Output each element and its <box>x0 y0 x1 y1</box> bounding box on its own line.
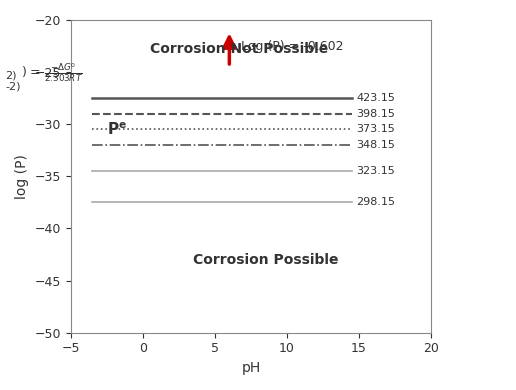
Text: 2)
-2): 2) -2) <box>5 70 21 92</box>
X-axis label: pH: pH <box>241 361 261 375</box>
Text: 348.15: 348.15 <box>356 140 395 150</box>
Text: 423.15: 423.15 <box>356 93 395 103</box>
Text: $\mathbf{P^e}$: $\mathbf{P^e}$ <box>107 121 127 138</box>
Text: 298.15: 298.15 <box>356 197 395 207</box>
Text: Corrosion Possible: Corrosion Possible <box>194 253 339 267</box>
Text: 398.15: 398.15 <box>356 109 395 119</box>
Text: 373.15: 373.15 <box>356 124 395 135</box>
Text: ) = $\frac{-\Delta G^0}{2.303RT}$: ) = $\frac{-\Delta G^0}{2.303RT}$ <box>21 62 83 85</box>
Text: Corrosion Not Possible: Corrosion Not Possible <box>150 42 328 56</box>
Text: 323.15: 323.15 <box>356 166 395 176</box>
Text: Log (P) = -0.602: Log (P) = -0.602 <box>241 39 343 53</box>
Y-axis label: log (P): log (P) <box>15 154 29 199</box>
